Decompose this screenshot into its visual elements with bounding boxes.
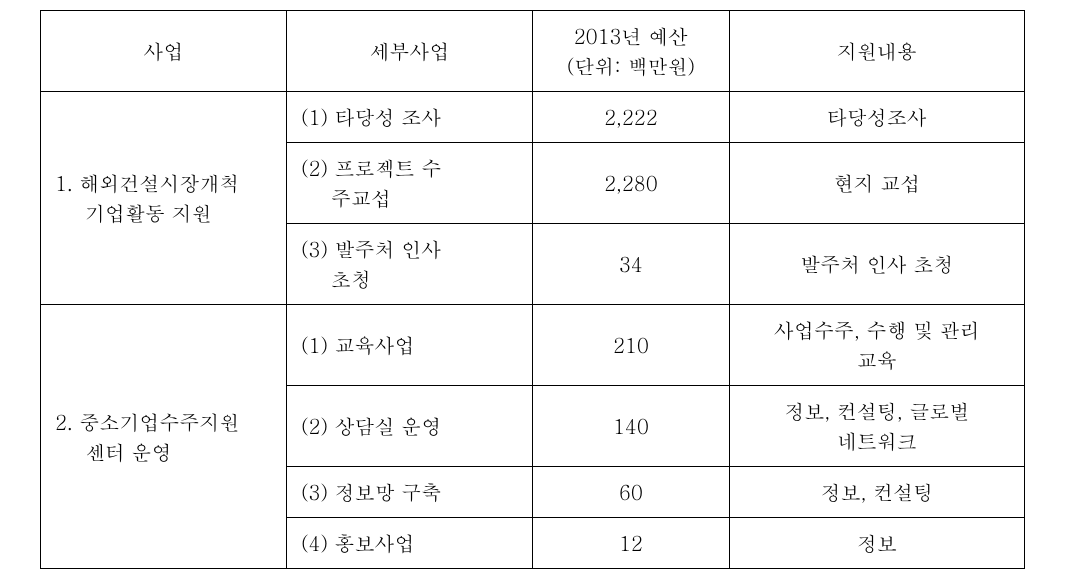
support-cell: 정보 <box>729 518 1024 569</box>
business-cell-2: 2. 중소기업수주지원 센터 운영 <box>41 305 287 569</box>
sub-line2: 초청 <box>301 264 524 294</box>
sub-business-cell: (2) 상담실 운영 <box>287 386 533 467</box>
header-sub-business: 세부사업 <box>287 11 533 92</box>
support-line1: 사업수주, 수행 및 관리 <box>774 315 980 344</box>
budget-cell: 210 <box>533 305 730 386</box>
table-header-row: 사업 세부사업 2013년 예산 (단위: 백만원) 지원내용 <box>41 11 1025 92</box>
business-line1: 2. 중소기업수주지원 <box>55 407 239 436</box>
support-line2: 네트워크 <box>837 426 917 455</box>
table-row: 2. 중소기업수주지원 센터 운영 (1) 교육사업 210 사업수주, 수행 … <box>41 305 1025 386</box>
budget-cell: 140 <box>533 386 730 467</box>
header-business: 사업 <box>41 11 287 92</box>
sub-business-cell: (3) 발주처 인사 초청 <box>287 224 533 305</box>
sub-business-cell: (3) 정보망 구축 <box>287 467 533 518</box>
sub-line1: (3) 발주처 인사 <box>301 234 441 263</box>
budget-cell: 60 <box>533 467 730 518</box>
header-support: 지원내용 <box>729 11 1024 92</box>
support-cell: 사업수주, 수행 및 관리 교육 <box>729 305 1024 386</box>
support-cell: 현지 교섭 <box>729 143 1024 224</box>
support-line2: 교육 <box>857 345 897 374</box>
sub-business-cell: (4) 홍보사업 <box>287 518 533 569</box>
business-cell-1: 1. 해외건설시장개척 기업활동 지원 <box>41 92 287 305</box>
budget-cell: 2,222 <box>533 92 730 143</box>
table-row: 1. 해외건설시장개척 기업활동 지원 (1) 타당성 조사 2,222 타당성… <box>41 92 1025 143</box>
business-line2: 센터 운영 <box>55 437 272 467</box>
header-budget-line1: 2013년 예산 <box>574 21 688 50</box>
support-cell: 타당성조사 <box>729 92 1024 143</box>
header-budget-line2: (단위: 백만원) <box>567 51 695 80</box>
sub-business-cell: (2) 프로젝트 수 주교섭 <box>287 143 533 224</box>
support-cell: 정보, 컨설팅, 글로벌 네트워크 <box>729 386 1024 467</box>
support-line1: 정보, 컨설팅, 글로벌 <box>784 396 969 425</box>
sub-business-cell: (1) 교육사업 <box>287 305 533 386</box>
budget-cell: 34 <box>533 224 730 305</box>
sub-line2: 주교섭 <box>301 183 524 213</box>
budget-cell: 12 <box>533 518 730 569</box>
budget-cell: 2,280 <box>533 143 730 224</box>
support-cell: 발주처 인사 초청 <box>729 224 1024 305</box>
business-line2: 기업활동 지원 <box>55 198 272 228</box>
header-budget: 2013년 예산 (단위: 백만원) <box>533 11 730 92</box>
budget-table: 사업 세부사업 2013년 예산 (단위: 백만원) 지원내용 1. 해외건설시… <box>40 10 1025 569</box>
sub-line1: (2) 프로젝트 수 <box>301 153 441 182</box>
business-line1: 1. 해외건설시장개척 <box>55 168 239 197</box>
support-cell: 정보, 컨설팅 <box>729 467 1024 518</box>
sub-business-cell: (1) 타당성 조사 <box>287 92 533 143</box>
